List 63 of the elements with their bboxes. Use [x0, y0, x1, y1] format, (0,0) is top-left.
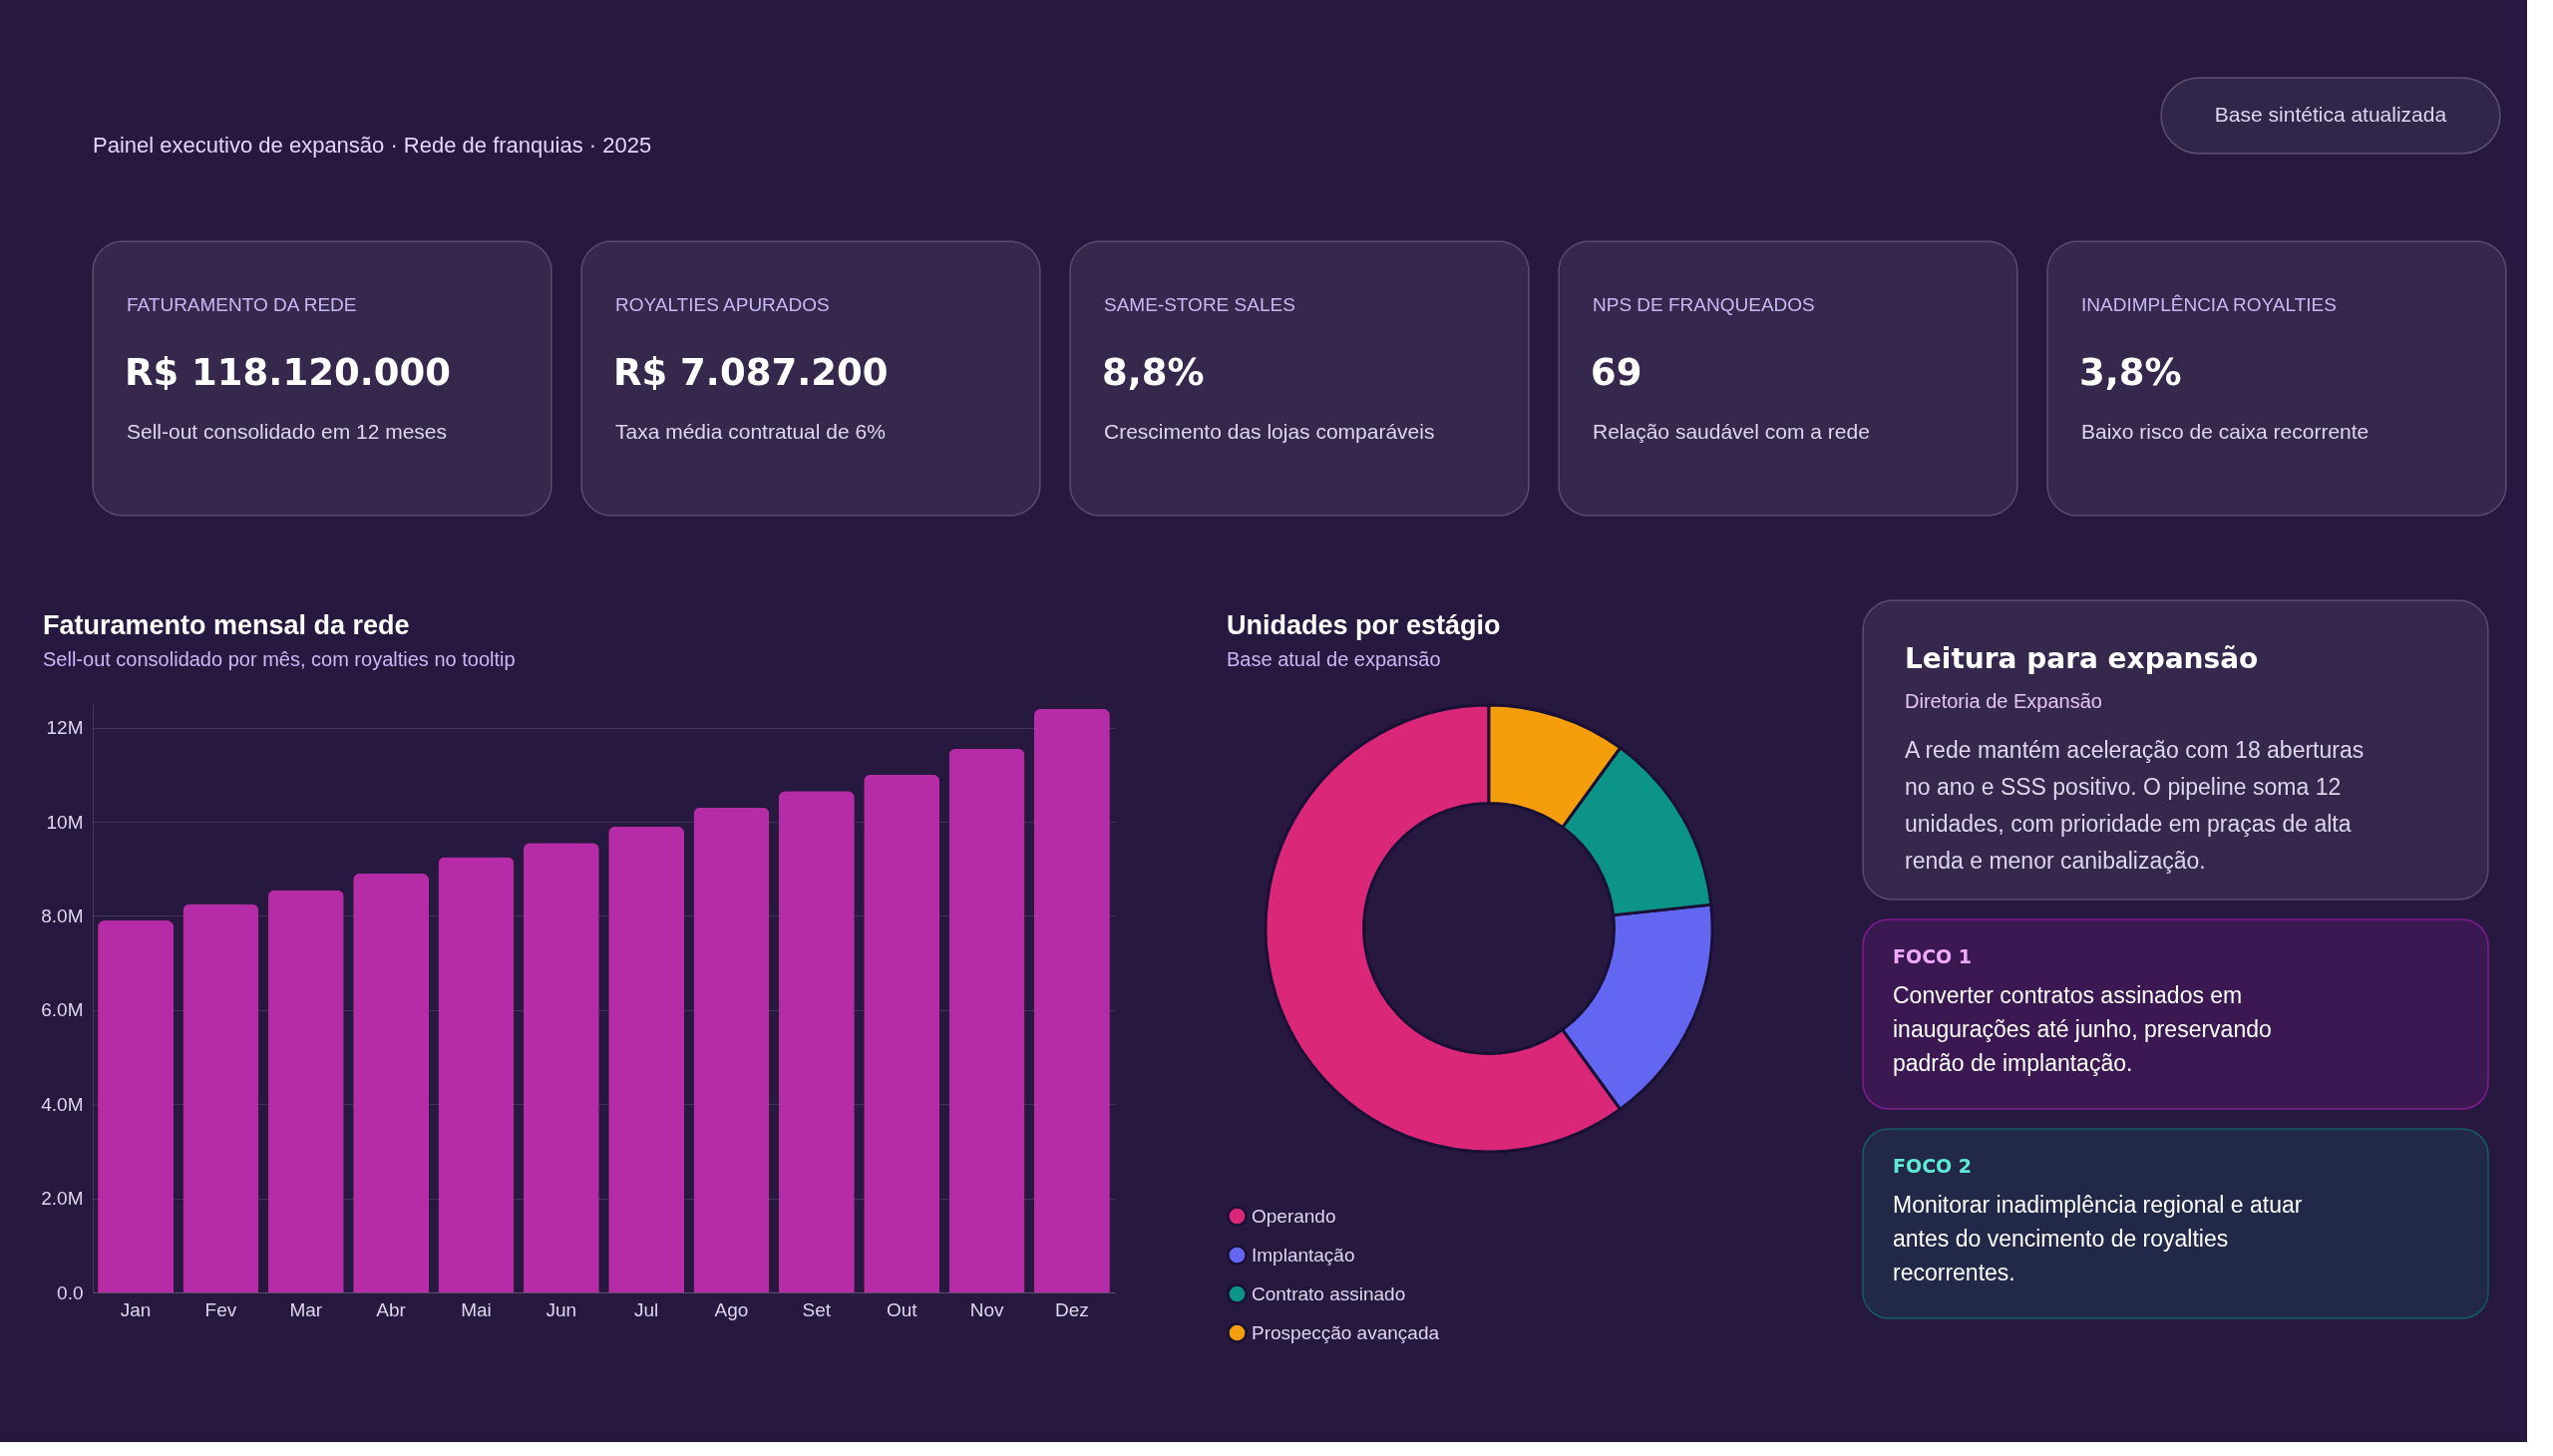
x-tick-label: Mai: [461, 1298, 492, 1320]
bar: [98, 920, 175, 1292]
text: ROYALTIES APURADOS: [615, 294, 830, 315]
x-tick-label: Jan: [120, 1298, 152, 1320]
text: NPS DE FRANQUEADOS: [1593, 294, 1815, 315]
bar: [693, 807, 770, 1292]
text: R$ 7.087.200: [613, 351, 889, 394]
text: A rede mantém aceleração com 18 aberturas no ano e SSS positivo. O pipeline soma 12 unidades, com prioridade em praças de alta renda e menor canibalização.: [1905, 737, 2365, 874]
y-tick-label: 0.0: [57, 1281, 84, 1303]
x-tick-label: Out: [886, 1298, 918, 1320]
bar: [438, 857, 515, 1292]
bar: [864, 774, 940, 1292]
x-tick-label: Mar: [289, 1298, 323, 1320]
chart-title: Faturamento mensal da rede: [43, 610, 410, 640]
x-tick-label: Jun: [546, 1298, 577, 1320]
text: Leitura para expansão: [1905, 642, 2259, 675]
text: FOCO 1: [1893, 945, 1973, 967]
bar: [353, 873, 430, 1292]
y-tick-label: 10M: [46, 811, 84, 833]
bar: [608, 826, 685, 1292]
x-tick-label: Jul: [634, 1298, 659, 1320]
text: Relação saudável com a rede: [1593, 420, 1870, 443]
text: Monitorar inadimplência regional e atuar antes do vencimento de royalties recorrentes.: [1893, 1192, 2303, 1285]
text: Crescimento das lojas comparáveis: [1104, 420, 1435, 443]
y-tick-label: 6.0M: [41, 999, 84, 1021]
legend-label: Contrato assinado: [1252, 1282, 1406, 1304]
bar: [778, 791, 855, 1292]
text: 3,8%: [2079, 351, 2182, 394]
bar: [523, 843, 599, 1292]
text: Converter contratos assinados em inaugurações até junho, preservando padrão de implantação.: [1893, 982, 2272, 1076]
text: Baixo risco de caixa recorrente: [2081, 420, 2370, 443]
x-tick-label: Set: [802, 1298, 832, 1320]
bar: [182, 904, 259, 1292]
chart-title: Unidades por estágio: [1227, 610, 1501, 640]
text: R$ 118.120.000: [125, 351, 451, 394]
legend-label: Implantação: [1252, 1244, 1355, 1266]
chart-subtitle: Sell-out consolidado por mês, com royalties no tooltip: [43, 648, 516, 670]
text: FOCO 2: [1893, 1155, 1973, 1177]
y-tick-label: 2.0M: [41, 1188, 84, 1210]
bar: [1033, 708, 1110, 1292]
y-tick-label: 4.0M: [41, 1093, 84, 1115]
x-tick-label: Ago: [714, 1298, 749, 1320]
y-tick-label: 8.0M: [41, 905, 84, 926]
x-tick-label: Abr: [376, 1298, 407, 1320]
text: Painel executivo de expansão · Rede de franquias · 2025: [93, 133, 652, 158]
chart-subtitle: Base atual de expansão: [1227, 648, 1441, 670]
x-tick-label: Dez: [1055, 1298, 1089, 1320]
text: Taxa média contratual de 6%: [615, 420, 886, 443]
text: Sell-out consolidado em 12 meses: [127, 420, 448, 443]
text: 69: [1591, 351, 1642, 394]
x-tick-label: Nov: [969, 1298, 1004, 1320]
text: FATURAMENTO DA REDE: [127, 294, 357, 315]
text: INADIMPLÊNCIA ROYALTIES: [2081, 294, 2337, 315]
text: Base sintética atualizada: [2214, 103, 2447, 126]
text: SAME-STORE SALES: [1104, 294, 1295, 315]
legend-label: Prospecção avançada: [1252, 1321, 1440, 1343]
y-tick-label: 12M: [46, 717, 84, 739]
legend-label: Operando: [1252, 1205, 1336, 1227]
bar: [948, 748, 1025, 1292]
text: Diretoria de Expansão: [1905, 690, 2102, 712]
x-tick-label: Fev: [204, 1298, 237, 1320]
bar: [267, 890, 344, 1292]
text: 8,8%: [1102, 351, 1205, 394]
